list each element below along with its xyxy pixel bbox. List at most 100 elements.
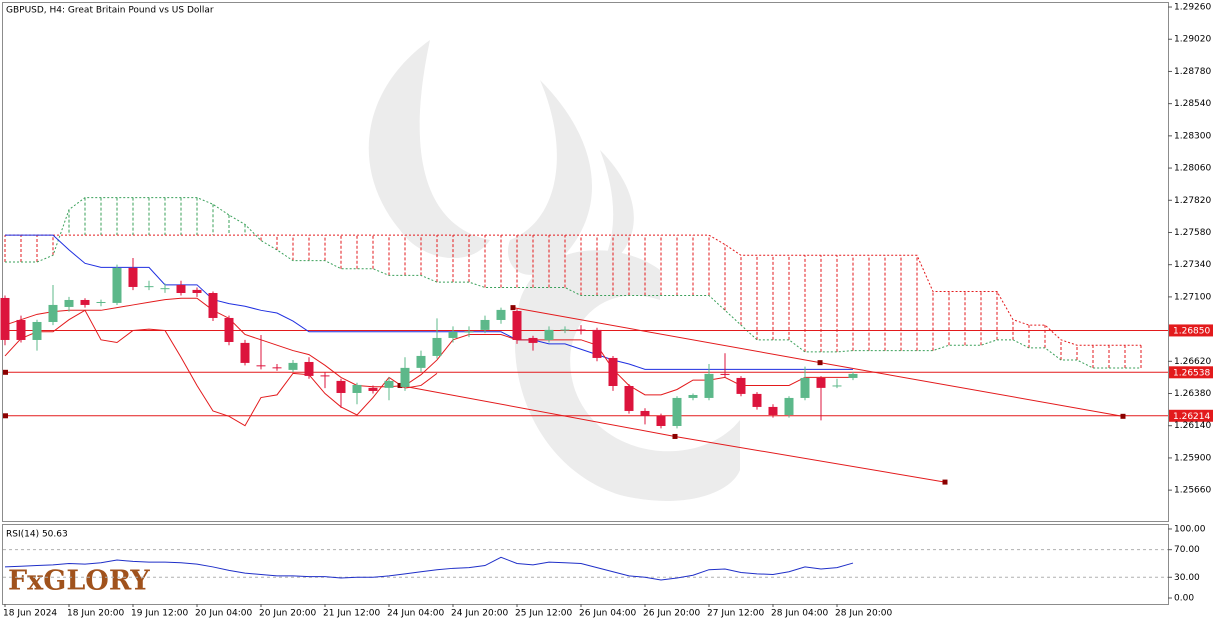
candle-body (784, 397, 794, 415)
level-label-box (1169, 324, 1213, 337)
y-tick-label: 1.29260 (1174, 3, 1211, 13)
watermark-flame (600, 150, 634, 270)
y-tick-label: 1.27340 (1174, 260, 1211, 270)
candle-body (512, 310, 522, 340)
candle-body (0, 297, 10, 340)
x-tick-label: 18 Jun 20:00 (67, 609, 124, 619)
main-frame (2, 2, 1169, 522)
candle-body (608, 357, 618, 386)
candle-body (848, 373, 858, 378)
candle-body (288, 362, 298, 370)
x-tick-label: 28 Jun 20:00 (835, 609, 892, 619)
candle-body (432, 337, 442, 356)
rsi-tick-label: 0.00 (1174, 593, 1194, 603)
indicator-line (5, 234, 853, 370)
level-label: 1.26214 (1173, 412, 1210, 422)
logo: FxGLORY (8, 566, 150, 597)
y-tick-label: 1.26380 (1174, 389, 1211, 399)
candle-body (240, 342, 250, 363)
candle-body (464, 331, 474, 333)
candle-body (192, 289, 202, 293)
candle-body (96, 301, 106, 303)
trend-marker (672, 433, 678, 439)
indicator-line (4, 309, 438, 427)
candle-body (624, 385, 634, 411)
candle-body (32, 321, 42, 340)
trend-marker (397, 382, 403, 388)
candle-body (528, 337, 538, 343)
candle-body (224, 317, 234, 342)
watermark-g (514, 250, 740, 501)
candle-body (800, 377, 810, 398)
rsi-line (4, 556, 854, 581)
y-tick-label: 1.26620 (1174, 357, 1211, 367)
candle-body (496, 309, 506, 320)
trend-marker (510, 305, 516, 311)
candle-body (256, 365, 266, 367)
candle-body (832, 385, 842, 387)
y-tick-label: 1.28780 (1174, 67, 1211, 77)
candle-body (752, 393, 762, 407)
watermark-flame (508, 80, 593, 275)
candle-body (208, 292, 218, 318)
x-tick-label: 25 Jun 12:00 (515, 609, 572, 619)
y-tick-label: 1.29020 (1174, 35, 1211, 45)
candle-body (720, 373, 730, 375)
candle-body (688, 394, 698, 398)
candle-body (128, 267, 138, 287)
level-marker (3, 369, 8, 375)
level-marker (3, 413, 8, 419)
candle-body (368, 387, 378, 391)
candle-body (352, 384, 362, 393)
x-tick-label: 19 Jun 12:00 (131, 609, 188, 619)
x-tick-label: 20 Jun 04:00 (195, 609, 252, 619)
candle-body (384, 380, 394, 388)
indicator-line (4, 297, 853, 396)
candle-body (768, 406, 778, 415)
candle-body (640, 410, 650, 416)
cloud-span-a (5, 197, 1141, 369)
candle-body (400, 367, 410, 387)
rsi-frame (2, 524, 1169, 605)
x-tick-label: 26 Jun 20:00 (643, 609, 700, 619)
x-tick-label: 26 Jun 04:00 (579, 609, 636, 619)
y-tick-label: 1.27820 (1174, 196, 1211, 206)
candle-body (816, 377, 826, 388)
level-label-box (1169, 366, 1213, 379)
x-tick-label: 28 Jun 04:00 (771, 609, 828, 619)
x-tick-label: 20 Jun 20:00 (259, 609, 316, 619)
x-tick-label: 24 Jun 20:00 (451, 609, 508, 619)
y-tick-label: 1.26140 (1174, 421, 1211, 431)
rsi-tick-label: 100.00 (1174, 524, 1206, 534)
candle-body (576, 329, 586, 331)
level-label: 1.26850 (1173, 326, 1210, 336)
x-tick-label: 21 Jun 12:00 (323, 609, 380, 619)
candle-body (272, 367, 282, 369)
y-tick-label: 1.27100 (1174, 292, 1211, 302)
trend-marker (942, 479, 948, 485)
y-tick-label: 1.28540 (1174, 99, 1211, 109)
candle-body (704, 373, 714, 398)
candle-body (416, 355, 426, 368)
level-label: 1.26538 (1173, 368, 1210, 378)
candle-body (544, 329, 554, 340)
candle-body (304, 361, 314, 376)
watermark-flame (368, 40, 490, 259)
y-tick-label: 1.25660 (1174, 486, 1211, 496)
trend-marker (1120, 413, 1126, 419)
candle-body (80, 299, 90, 305)
candle-body (48, 304, 58, 322)
candle-body (672, 397, 682, 426)
candle-body (176, 284, 186, 293)
level-label-box (1169, 409, 1213, 422)
candle-body (736, 377, 746, 394)
candle-body (16, 319, 26, 340)
candle-body (480, 319, 490, 330)
rsi-tick-label: 30.00 (1174, 573, 1200, 583)
y-tick-label: 1.28060 (1174, 164, 1211, 174)
candle-body (448, 331, 458, 338)
rsi-label: RSI(14) 50.63 (6, 530, 68, 540)
trend-marker (817, 360, 823, 366)
